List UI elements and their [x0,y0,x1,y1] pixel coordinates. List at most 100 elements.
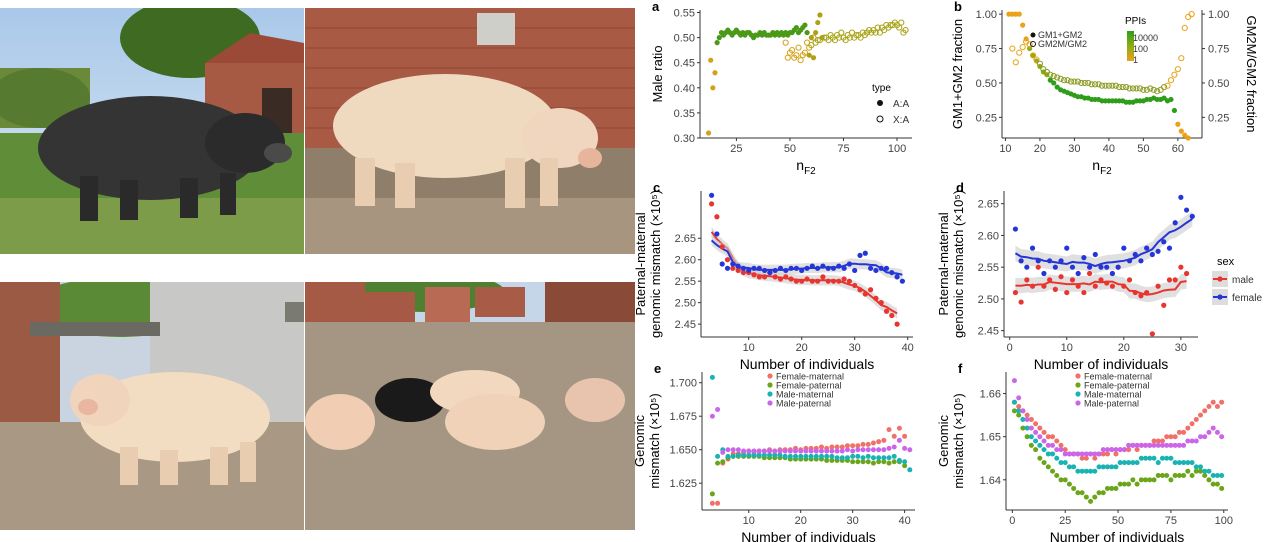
photo-black-pig [0,8,304,254]
point-female-paternal [1181,473,1187,478]
x-tick-label: 100 [888,143,906,155]
point-gm2m-gm2 [1016,49,1023,56]
y-axis-label: Paternal-maternalgenomic mismatch (×10⁵) [936,190,966,338]
point-female-paternal [1075,490,1081,496]
y-tick-label: 1.700 [669,378,697,390]
point-female-paternal [1189,473,1195,478]
point-gm2m-gm2 [1078,79,1085,87]
point-female [1161,239,1167,245]
point-male-maternal [1037,442,1043,448]
point-male-paternal [824,448,830,454]
point-male-maternal [1172,460,1178,466]
point-male-maternal [850,453,856,459]
point-male [1029,283,1036,289]
point-male-paternal [1172,442,1178,448]
point-female-paternal [1113,485,1119,491]
x-tick-label: 75 [1165,515,1177,527]
point-male [857,287,863,293]
colorbar-label: 10000 [1133,33,1158,43]
point-male [1144,289,1150,296]
point-female-paternal [1117,481,1123,487]
point-female-paternal [1143,477,1149,483]
x-tick-label: 20 [796,342,808,354]
point-female-maternal [834,444,840,450]
point-male-paternal [782,448,788,454]
legend-marker [1075,391,1081,397]
point-female-paternal [1109,485,1115,491]
point-female [1081,255,1087,261]
photo-white-pig-brick-wall [305,8,635,254]
point-male [1052,286,1058,292]
point-male-maternal [803,453,809,459]
point-male-paternal [772,448,778,454]
point-male-paternal [829,448,835,454]
point-female [809,263,815,269]
panel-a: a 25 50 75 100 0.30 0.35 0.40 0.45 0.50 0.55 nF2 Mal… [650,0,912,177]
point-male-maternal [1138,455,1144,461]
point-female [825,265,831,271]
point-female-maternal [1054,438,1060,444]
point-male [735,267,741,274]
point-female [730,261,736,267]
legend-label: Male-maternal [1084,390,1142,400]
point-male-paternal [1092,451,1098,457]
x-tick-label: 10 [999,143,1011,155]
x-tick-label: 25 [1059,515,1071,527]
point-male-paternal [1155,442,1161,448]
point-male-maternal [1075,468,1081,474]
point-male-paternal [1159,442,1165,448]
point-male-maternal [1071,464,1077,470]
point-male-maternal [870,455,876,461]
y-axis-label-line: Genomic [936,414,951,467]
point-gm2m-gm2 [1126,85,1133,92]
point-male [830,278,837,284]
point-male [719,244,725,250]
point-female [1121,245,1127,251]
x-tick-label: 100 [1215,515,1233,527]
point-male-maternal [818,453,824,459]
point-male-paternal [1033,429,1039,435]
point-male [1086,270,1093,277]
point-male-maternal [1117,460,1123,466]
point-female-paternal [1210,481,1216,487]
x-tick-label: 50 [1112,515,1124,527]
point-male-paternal [907,447,913,453]
point-male-paternal [855,447,861,453]
point-male-maternal [746,452,752,458]
point-female-maternal [1176,429,1182,435]
point-female-paternal [1168,477,1174,483]
point-male-paternal [730,447,736,453]
point-male-paternal [1121,447,1127,453]
point-male-paternal [1050,442,1056,448]
y-tick-label: 0.25 [976,112,997,124]
point-female-paternal [870,460,876,466]
point-female-maternal [1058,442,1064,448]
point-female [772,267,778,274]
point-gm2m-gm2 [1102,82,1109,89]
point-female-paternal [1088,498,1094,504]
point-gm1-gm2 [1026,45,1033,52]
point-female-paternal [1176,473,1182,478]
point-female [1178,194,1184,200]
point-xa [814,37,821,44]
y-axis-label: Male ratio [650,45,665,102]
point-female [1104,264,1110,270]
point-gm2m-gm2 [1029,52,1037,59]
point-gm2m-gm2 [1116,83,1123,91]
point-male-maternal [876,455,882,461]
point-gm2m-gm2 [1060,77,1068,84]
point-gm2m-gm2 [1092,81,1099,88]
point-female-maternal [881,437,887,443]
point-female-paternal [1050,468,1056,474]
y-axis-label-line: genomic mismatch (×10⁵) [648,190,663,338]
legend-marker-open [1030,41,1036,47]
point-xa [896,24,903,31]
point-male-paternal [767,448,773,454]
legend-marker [767,391,773,397]
point-female-maternal [896,425,902,431]
point-male [1012,289,1019,296]
point-female-paternal [1058,477,1064,483]
y-tick-label: 0.50 [674,33,695,45]
point-female-maternal [1062,447,1068,453]
point-male-paternal [860,447,866,453]
